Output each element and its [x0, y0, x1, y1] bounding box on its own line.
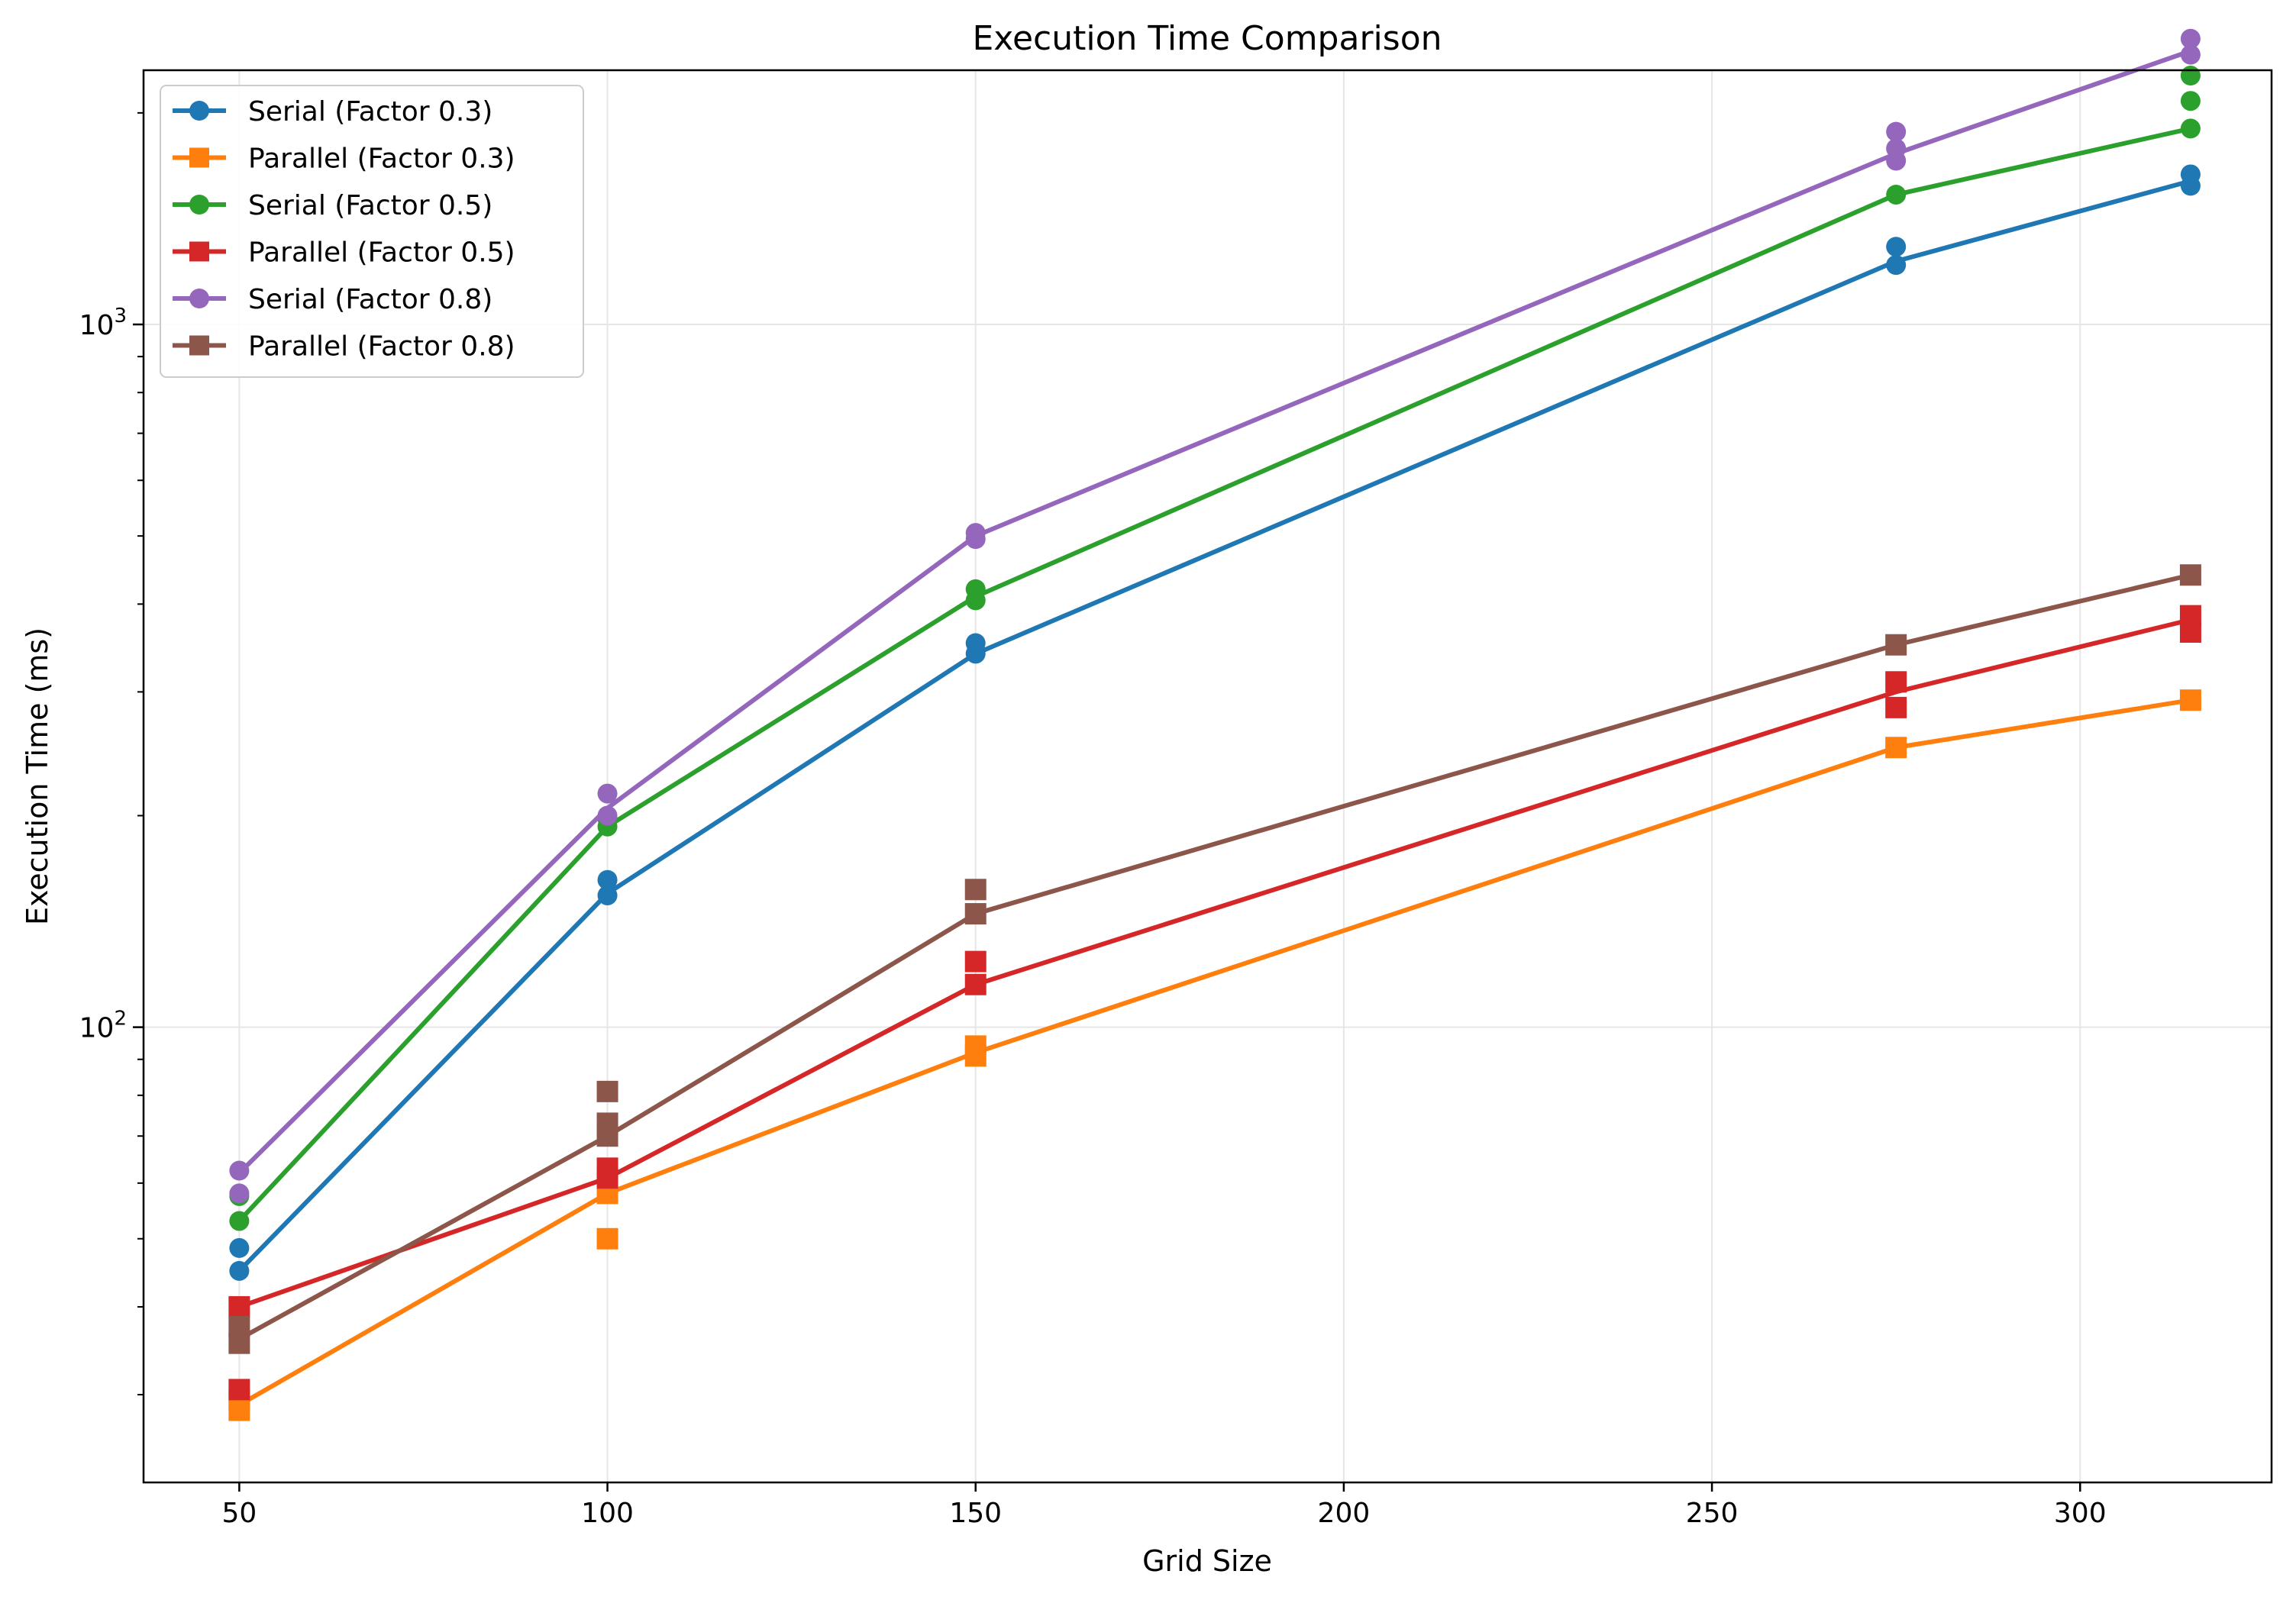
- x-tick-label: 250: [1686, 1498, 1739, 1529]
- y-tick-label: 102: [79, 1008, 127, 1044]
- y-axis-label: Execution Time (ms): [21, 627, 54, 925]
- data-point: [1886, 121, 1907, 142]
- data-point: [1886, 237, 1907, 257]
- data-point: [229, 1160, 250, 1181]
- plot-area-frame: [142, 69, 2273, 1484]
- legend-marker: [189, 241, 209, 262]
- x-tick-label: 50: [221, 1498, 257, 1529]
- data-point: [1885, 696, 1907, 718]
- data-point: [2179, 689, 2201, 711]
- x-tick-label: 150: [949, 1498, 1002, 1529]
- data-point: [597, 805, 618, 826]
- data-point: [1886, 184, 1907, 205]
- data-point: [2180, 118, 2201, 139]
- series-serial-factor-0-3: [229, 164, 2201, 1281]
- data-point: [965, 633, 986, 653]
- data-point: [965, 579, 986, 599]
- legend-item: Parallel (Factor 0.3): [173, 144, 515, 175]
- data-point: [1885, 671, 1907, 693]
- legend-item: Parallel (Factor 0.5): [173, 237, 515, 269]
- data-point: [596, 1157, 618, 1179]
- x-tick-label: 100: [581, 1498, 634, 1529]
- x-tick-label: 200: [1318, 1498, 1371, 1529]
- legend-marker: [189, 147, 209, 168]
- data-point: [596, 1227, 618, 1250]
- data-point: [2179, 564, 2201, 586]
- data-point: [964, 973, 987, 995]
- data-point: [2180, 28, 2201, 49]
- data-point: [597, 783, 618, 804]
- legend-marker: [189, 101, 209, 121]
- data-point: [1886, 138, 1907, 159]
- legend-item: Serial (Factor 0.3): [173, 96, 492, 127]
- data-point: [964, 879, 987, 901]
- data-point: [228, 1315, 250, 1337]
- x-axis-label: Grid Size: [1142, 1544, 1272, 1578]
- data-point: [1885, 737, 1907, 759]
- data-point: [229, 1237, 250, 1258]
- data-point: [1886, 255, 1907, 276]
- series-layer: [228, 28, 2201, 1421]
- legend-label: Serial (Factor 0.8): [248, 284, 492, 315]
- data-point: [2180, 164, 2201, 185]
- x-tick-label: 300: [2054, 1498, 2107, 1529]
- data-point: [229, 1211, 250, 1231]
- legend-label: Parallel (Factor 0.3): [248, 144, 515, 175]
- data-point: [597, 885, 618, 905]
- axis-ticks: 50 100 150 200 250 300 102 103: [79, 111, 2107, 1529]
- legend-label: Serial (Factor 0.3): [248, 96, 492, 127]
- legend-label: Serial (Factor 0.5): [248, 190, 492, 221]
- data-point: [596, 1112, 618, 1134]
- legend-item: Serial (Factor 0.8): [173, 284, 492, 315]
- data-point: [2179, 605, 2201, 627]
- legend-item: Serial (Factor 0.5): [173, 190, 492, 221]
- legend-label: Parallel (Factor 0.8): [248, 331, 515, 363]
- series-parallel-factor-0-8: [228, 564, 2201, 1354]
- data-point: [965, 523, 986, 544]
- data-point: [1885, 634, 1907, 656]
- legend-marker: [189, 335, 209, 356]
- data-point: [964, 903, 987, 925]
- series-serial-factor-0-8: [229, 28, 2201, 1204]
- data-point: [964, 1035, 987, 1057]
- data-point: [964, 950, 987, 973]
- data-point: [2180, 91, 2201, 111]
- data-point: [2180, 44, 2201, 65]
- legend-box: [160, 85, 584, 378]
- data-point: [229, 1183, 250, 1204]
- data-point: [228, 1379, 250, 1401]
- legend: Serial (Factor 0.3) Parallel (Factor 0.3)…: [160, 85, 584, 378]
- chart-title: Execution Time Comparison: [972, 19, 1442, 58]
- legend-item: Parallel (Factor 0.8): [173, 331, 515, 363]
- data-point: [228, 1295, 250, 1318]
- legend-marker: [189, 289, 209, 308]
- data-point: [597, 869, 618, 890]
- data-point: [229, 1260, 250, 1281]
- legend-marker: [189, 195, 209, 215]
- y-tick-label: 103: [79, 305, 127, 341]
- data-point: [596, 1080, 618, 1102]
- legend-label: Parallel (Factor 0.5): [248, 237, 515, 269]
- data-point: [2180, 66, 2201, 86]
- series-parallel-factor-0-5: [228, 605, 2201, 1401]
